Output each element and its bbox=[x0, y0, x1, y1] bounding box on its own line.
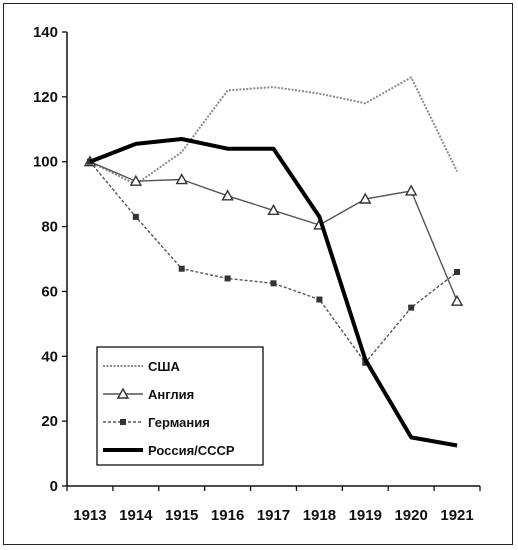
data-point bbox=[404, 184, 418, 196]
series-line-1 bbox=[89, 76, 458, 186]
x-tick-label: 1917 bbox=[257, 507, 290, 524]
x-tick-label: 1916 bbox=[211, 507, 244, 524]
x-tick-label: 1913 bbox=[73, 507, 106, 524]
data-point bbox=[450, 294, 464, 306]
x-tick-label: 1915 bbox=[165, 507, 198, 524]
y-tick-label: 100 bbox=[33, 154, 58, 171]
y-tick-label: 20 bbox=[41, 413, 58, 430]
legend: США Англия Германия Россия/СССР bbox=[96, 346, 264, 466]
data-point bbox=[267, 203, 280, 216]
x-tick-labels: 1913 1914 1915 1916 1917 1918 1919 1920 1921 bbox=[66, 486, 481, 524]
x-tick-label: 1920 bbox=[394, 507, 427, 524]
legend-label: Англия bbox=[148, 387, 194, 402]
x-tick-label: 1919 bbox=[349, 507, 382, 524]
data-point bbox=[175, 173, 188, 185]
y-tick-label: 80 bbox=[41, 219, 58, 236]
x-tick-label: 1914 bbox=[119, 507, 153, 524]
legend-label: США bbox=[148, 359, 180, 374]
x-tick-label: 1921 bbox=[440, 507, 473, 524]
legend-label: Россия/СССР bbox=[148, 443, 235, 458]
y-tick-label: 140 bbox=[33, 24, 58, 41]
series-line-4 bbox=[89, 137, 458, 448]
legend-marker bbox=[116, 387, 130, 399]
series-group bbox=[83, 76, 464, 448]
data-point bbox=[129, 174, 143, 186]
y-tick-labels: 0 20 40 60 80 100 120 140 bbox=[33, 24, 67, 495]
data-point bbox=[454, 268, 461, 275]
y-tick-label: 40 bbox=[41, 348, 58, 365]
data-point bbox=[224, 275, 231, 282]
data-point bbox=[132, 213, 139, 220]
data-point bbox=[359, 192, 372, 204]
x-tick-label: 1918 bbox=[303, 507, 336, 524]
y-tick-label: 0 bbox=[50, 478, 58, 495]
y-tick-label: 60 bbox=[41, 283, 58, 300]
legend-marker bbox=[120, 419, 126, 425]
data-point bbox=[316, 296, 323, 303]
data-point bbox=[221, 189, 234, 201]
axes bbox=[66, 32, 480, 487]
data-point bbox=[270, 280, 277, 287]
series-line-2 bbox=[89, 161, 458, 302]
y-tick-label: 120 bbox=[33, 89, 58, 106]
data-point bbox=[408, 304, 415, 311]
data-point bbox=[178, 265, 185, 272]
legend-label: Германия bbox=[148, 415, 210, 430]
